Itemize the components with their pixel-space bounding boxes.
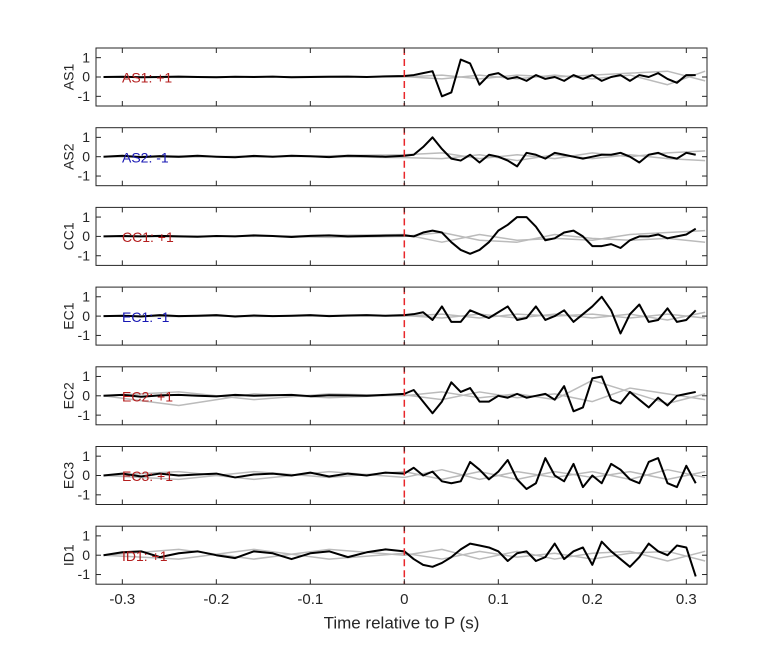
annotation: EC3: +1 <box>122 468 173 484</box>
trace <box>103 457 697 491</box>
x-tick-label: 0.1 <box>488 591 509 608</box>
y-tick-label: -1 <box>78 487 91 503</box>
y-tick-label: 0 <box>82 547 90 563</box>
y-tick-label: 1 <box>82 129 90 145</box>
x-tick-label: -0.2 <box>203 591 229 608</box>
y-tick-label: 0 <box>82 148 90 164</box>
annotation: EC2: +1 <box>122 389 173 405</box>
annotation: CC1: +1 <box>122 229 174 245</box>
annotation: AS2: -1 <box>122 149 169 165</box>
annotation: EC1: -1 <box>122 309 170 325</box>
y-tick-label: 0 <box>82 388 90 404</box>
trace <box>103 387 706 407</box>
y-tick-label: 0 <box>82 467 90 483</box>
y-tick-label: -1 <box>78 327 91 343</box>
y-tick-label: 1 <box>82 528 90 544</box>
y-tick-label: -1 <box>78 566 91 582</box>
x-tick-label: 0.3 <box>676 591 697 608</box>
trace <box>103 295 697 335</box>
trace <box>103 540 697 577</box>
y-axis-label: AS2 <box>61 143 77 170</box>
y-tick-label: -1 <box>78 247 91 263</box>
y-axis-label: EC3 <box>61 462 77 489</box>
y-tick-label: 0 <box>82 228 90 244</box>
y-axis-label: EC2 <box>61 382 77 409</box>
x-tick-label: -0.3 <box>109 591 135 608</box>
y-tick-label: -1 <box>78 407 91 423</box>
y-tick-label: 0 <box>82 308 90 324</box>
y-tick-label: 0 <box>82 69 90 85</box>
y-tick-label: 1 <box>82 448 90 464</box>
y-axis-label: ID1 <box>61 544 77 566</box>
y-tick-label: 1 <box>82 368 90 384</box>
trace <box>103 548 706 562</box>
trace <box>103 375 696 415</box>
y-tick-label: 1 <box>82 49 90 65</box>
y-axis-label: CC1 <box>61 222 77 250</box>
y-axis-label: AS1 <box>61 64 77 91</box>
x-axis-label: Time relative to P (s) <box>324 614 480 633</box>
trace <box>103 470 706 481</box>
annotation: ID1: +1 <box>122 548 168 564</box>
x-tick-label: 0.2 <box>582 591 603 608</box>
trace <box>103 548 706 562</box>
trace <box>103 136 696 168</box>
trace <box>103 58 696 98</box>
y-tick-label: -1 <box>78 168 91 184</box>
y-tick-label: 1 <box>82 288 90 304</box>
y-tick-label: 1 <box>82 209 90 225</box>
trace <box>103 216 697 255</box>
y-axis-label: EC1 <box>61 302 77 329</box>
x-tick-label: 0 <box>400 591 408 608</box>
y-tick-label: -1 <box>78 88 91 104</box>
annotation: AS1: +1 <box>122 70 172 86</box>
x-tick-label: -0.1 <box>297 591 323 608</box>
